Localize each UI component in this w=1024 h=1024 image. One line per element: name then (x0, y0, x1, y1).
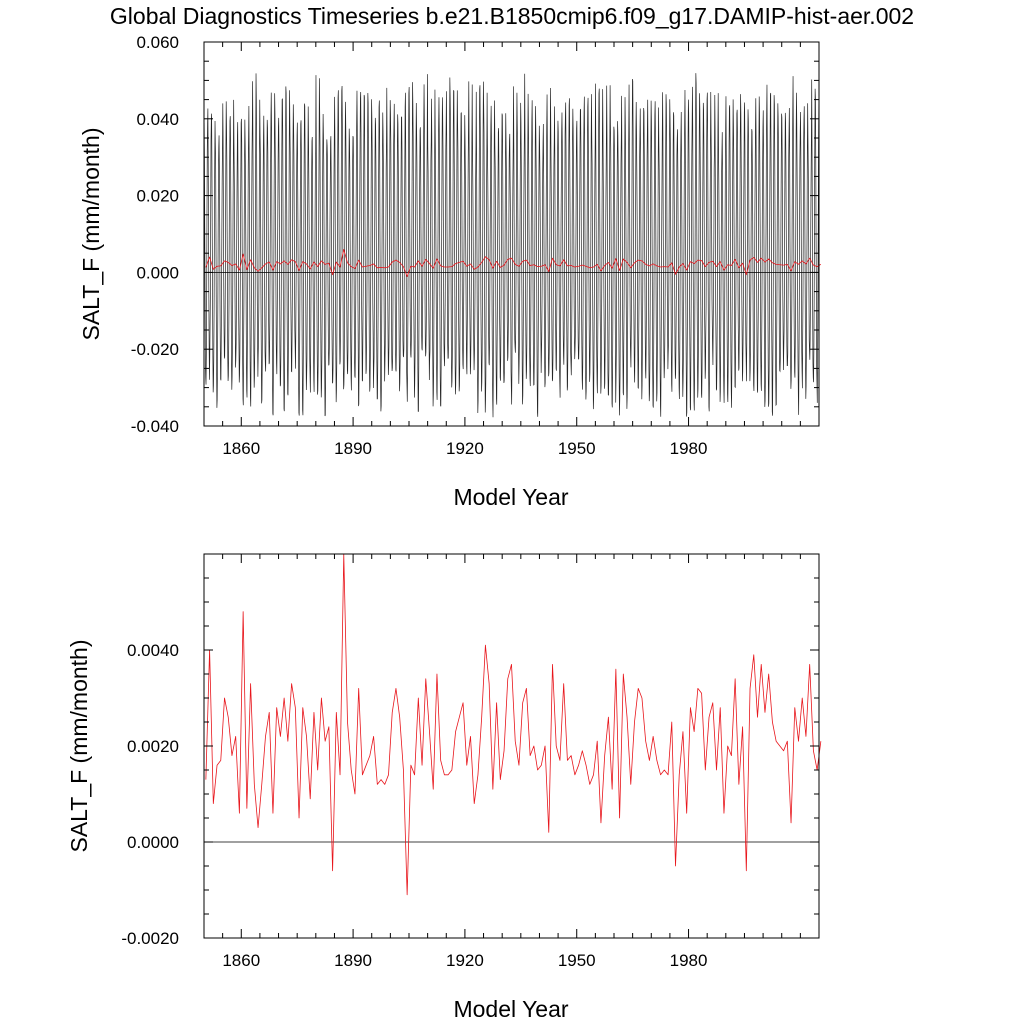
top-x-tick-label: 1950 (558, 439, 596, 458)
top-monthly-line (203, 73, 820, 418)
top-x-tick-labels: 1860 1890 1920 1950 1980 (222, 439, 707, 458)
top-x-tick-label: 1860 (222, 439, 260, 458)
top-x-tick-label: 1980 (670, 439, 708, 458)
bottom-ticks (204, 553, 819, 939)
bottom-x-tick-label: 1920 (446, 951, 484, 970)
top-y-tick-label: 0.060 (136, 33, 179, 52)
bottom-x-tick-label: 1950 (558, 951, 596, 970)
bottom-panel: 1860 1890 1920 1950 1980 -0.0020 0.0000 0.0020… (66, 553, 822, 1022)
bottom-y-tick-label: 0.0020 (127, 737, 179, 756)
top-x-tick-label: 1890 (334, 439, 372, 458)
top-annual-line (205, 248, 822, 278)
bottom-panel-background (204, 554, 819, 938)
top-y-tick-labels: -0.040 -0.020 0.000 0.020 0.040 0.060 (131, 33, 179, 436)
top-y-axis-label: SALT_F (mm/month) (78, 128, 104, 341)
top-x-axis-label: Model Year (453, 484, 568, 510)
top-panel: 1860 1890 1920 1950 1980 -0.040 -0.020 0.000 0.… (78, 33, 822, 510)
top-ticks (204, 41, 819, 427)
top-series-annual (205, 248, 822, 278)
bottom-annual-line (205, 553, 822, 896)
figure-title: Global Diagnostics Timeseries b.e21.B185… (110, 3, 914, 29)
top-y-tick-label: -0.040 (131, 417, 179, 436)
bottom-x-tick-labels: 1860 1890 1920 1950 1980 (222, 951, 707, 970)
bottom-y-tick-label: 0.0040 (127, 641, 179, 660)
bottom-y-tick-label: 0.0000 (127, 833, 179, 852)
bottom-x-tick-label: 1980 (670, 951, 708, 970)
top-series-monthly (203, 73, 820, 418)
bottom-y-tick-label: -0.0020 (121, 929, 179, 948)
bottom-x-tick-label: 1890 (334, 951, 372, 970)
bottom-series-annual (205, 553, 822, 896)
top-y-tick-label: -0.020 (131, 340, 179, 359)
bottom-x-tick-label: 1860 (222, 951, 260, 970)
bottom-x-axis-label: Model Year (453, 996, 568, 1022)
top-y-tick-label: 0.040 (136, 110, 179, 129)
top-x-tick-label: 1920 (446, 439, 484, 458)
top-y-tick-label: 0.020 (136, 187, 179, 206)
bottom-y-axis-label: SALT_F (mm/month) (66, 640, 92, 853)
top-y-tick-label: 0.000 (136, 263, 179, 282)
top-panel-background (204, 42, 819, 426)
bottom-y-tick-labels: -0.0020 0.0000 0.0020 0.0040 (121, 641, 179, 948)
